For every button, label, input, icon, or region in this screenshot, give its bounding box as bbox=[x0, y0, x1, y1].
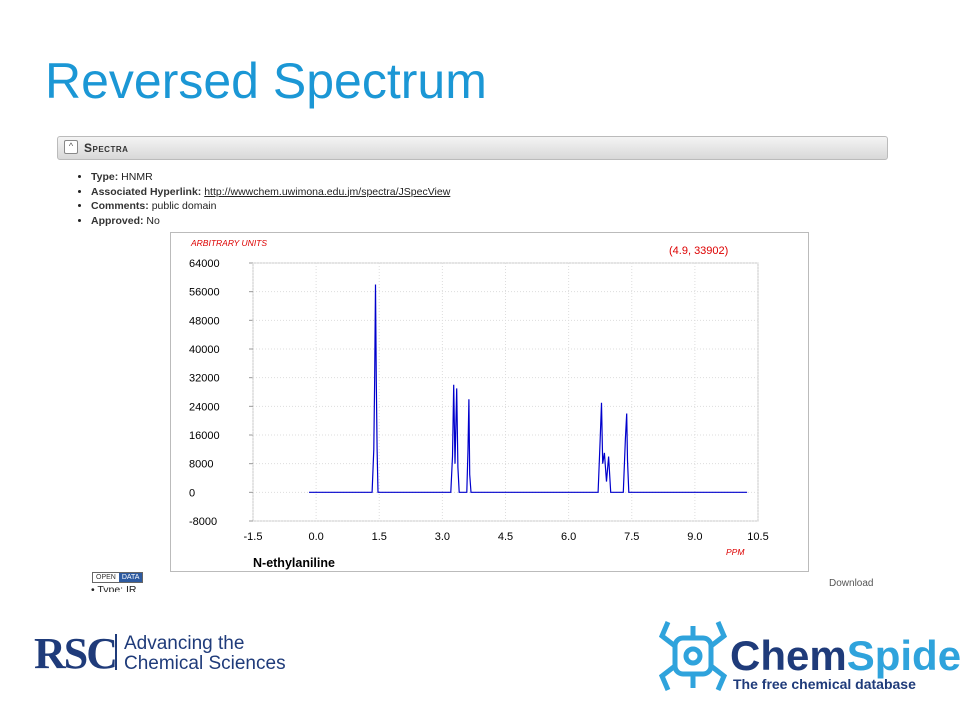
name-b: Spider bbox=[847, 632, 960, 679]
x-tick-label: 6.0 bbox=[561, 531, 576, 543]
x-tick-label: 1.5 bbox=[372, 531, 387, 543]
y-tick-label: 56000 bbox=[189, 287, 220, 299]
open-data-badge[interactable]: OPEN DATA bbox=[92, 572, 144, 583]
y-tick-label: 32000 bbox=[189, 373, 220, 385]
download-link[interactable]: Download bbox=[829, 578, 874, 589]
field-value: public domain bbox=[151, 200, 217, 212]
field-value: HNMR bbox=[121, 171, 153, 183]
spider-icon bbox=[658, 621, 728, 691]
field: Type: HNMR bbox=[91, 170, 450, 185]
field-label: Approved: bbox=[91, 214, 144, 227]
x-axis-label: PPM bbox=[726, 547, 745, 557]
x-tick-label: -1.5 bbox=[244, 531, 263, 543]
rsc-line1: Advancing the bbox=[124, 633, 244, 654]
field: Comments: public domain bbox=[91, 199, 450, 214]
slide-title: Reversed Spectrum bbox=[45, 53, 487, 109]
next-item: • Type: IR bbox=[83, 584, 137, 592]
chemspider-tagline: The free chemical database bbox=[733, 676, 916, 692]
panel-title: Spectra bbox=[84, 141, 129, 155]
chart-box: -8000 0 8000 16000 24000 32000 40000 48000 56000… bbox=[170, 232, 809, 572]
y-tick-label: 16000 bbox=[189, 430, 220, 442]
field-label: Associated Hyperlink: bbox=[91, 185, 202, 198]
y-tick-label: 8000 bbox=[189, 459, 213, 471]
cursor-annotation: (4.9, 33902) bbox=[669, 245, 728, 257]
x-tick-label: 3.0 bbox=[435, 531, 450, 543]
y-tick-label: 24000 bbox=[189, 401, 220, 413]
badge-left: OPEN bbox=[93, 573, 119, 582]
screenshot: ^Spectra Type: HNMRAssociated Hyperlink:… bbox=[55, 134, 888, 592]
y-axis-label: ARBITRARY UNITS bbox=[190, 238, 267, 248]
name-a: Chem bbox=[730, 632, 847, 679]
field-link[interactable]: http://wwwchem.uwimona.edu.jm/spectra/JS… bbox=[204, 185, 451, 198]
badge-right: DATA bbox=[118, 573, 143, 582]
x-tick-label: 0.0 bbox=[308, 531, 323, 543]
y-tick-label: -8000 bbox=[189, 516, 217, 528]
chart: -8000 0 8000 16000 24000 32000 40000 48000 56000… bbox=[189, 238, 769, 570]
field: Approved: No bbox=[91, 214, 450, 229]
rsc-line2: Chemical Sciences bbox=[124, 653, 286, 674]
field-value: No bbox=[146, 214, 160, 227]
y-tick-label: 0 bbox=[189, 487, 195, 499]
field-label: Comments: bbox=[91, 200, 149, 212]
y-tick-label: 48000 bbox=[189, 315, 220, 327]
y-tick-label: 40000 bbox=[189, 344, 220, 356]
field: Associated Hyperlink: http://wwwchem.uwi… bbox=[91, 185, 450, 200]
collapse-icon[interactable]: ^ bbox=[64, 140, 78, 154]
field-label: Type: bbox=[91, 171, 119, 183]
x-tick-label: 4.5 bbox=[498, 531, 513, 543]
x-tick-label: 9.0 bbox=[687, 531, 702, 543]
rsc-mark: RSC bbox=[34, 629, 116, 678]
compound-caption: N-ethylaniline bbox=[253, 556, 335, 570]
x-tick-label: 10.5 bbox=[747, 531, 768, 543]
footer: RSC Advancing the Chemical Sciences Chem… bbox=[34, 621, 960, 692]
y-tick-label: 64000 bbox=[189, 258, 220, 270]
spectrum-line bbox=[309, 284, 748, 493]
x-tick-label: 7.5 bbox=[624, 531, 639, 543]
next-item-text: Type: IR bbox=[97, 584, 137, 592]
chemspider-name: ChemSpider bbox=[730, 632, 960, 679]
field-list: Type: HNMRAssociated Hyperlink: http://w… bbox=[75, 170, 450, 228]
panel-header[interactable]: ^ Spectra bbox=[57, 136, 888, 160]
